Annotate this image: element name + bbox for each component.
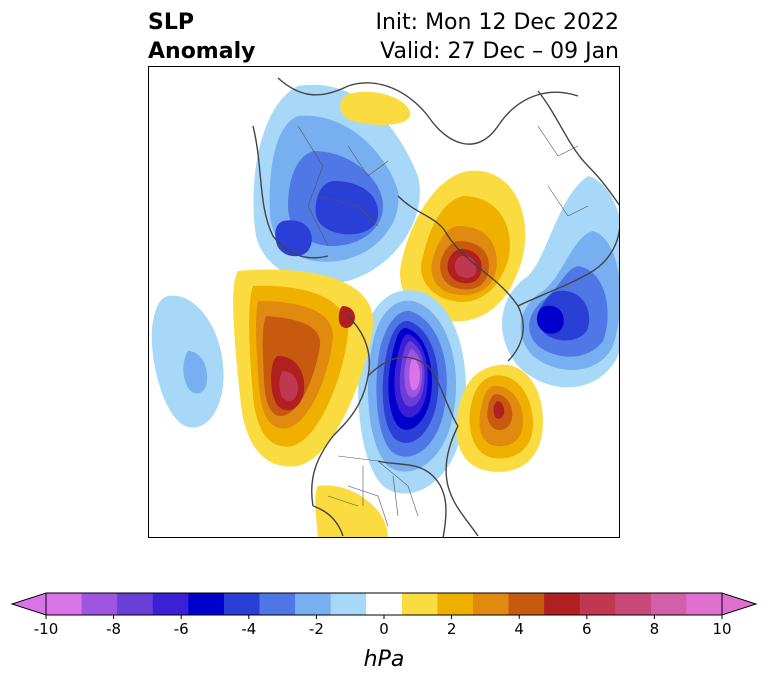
colorbar-segment [686,593,723,615]
colorbar-extend-min [10,592,47,616]
colorbar-segment [472,593,510,615]
title-left: SLP Anomaly [148,8,255,66]
colorbar-tick-label: 0 [379,620,389,638]
colorbar-segment [295,593,332,615]
title-right: Init: Mon 12 Dec 2022 Valid: 27 Dec – 09… [376,8,620,66]
anomaly-eurasia-negative [253,84,420,284]
init-date: Init: Mon 12 Dec 2022 [375,10,620,35]
colorbar-segment [117,593,154,615]
colorbar-tick-label: -8 [106,620,121,638]
colorbar-ticks: -10 -8 -6 -4 -2 0 2 4 6 8 10 [34,615,732,638]
colorbar-segment [223,593,260,615]
colorbar-segment [259,593,296,615]
colorbar-segment [188,593,225,615]
colorbar-tick-label: -6 [174,620,189,638]
colorbar-unit: hPa [364,647,405,672]
colorbar-segment [81,593,118,615]
colorbar-segment [401,593,438,615]
coastlines [252,77,620,538]
valid-range: Valid: 27 Dec – 09 Jan [380,39,619,64]
anomaly-canada-negative [358,290,466,494]
colorbar: -10 -8 -6 -4 -2 0 2 4 6 8 10 hPa [10,592,758,672]
title-variable: SLP [148,10,194,35]
map-panel [148,66,620,538]
colorbar-tick-label: 8 [650,620,660,638]
colorbar-tick-label: 6 [582,620,592,638]
colorbar-segment [579,593,616,615]
anomaly-europe-negative [502,176,620,388]
colorbar-extend-max [721,592,758,616]
colorbar-segment [366,593,403,615]
title-field: Anomaly [148,39,256,64]
anomaly-pacific-positive [233,269,374,467]
anomaly-atlantic-positive [456,364,543,472]
colorbar-segment [544,593,581,615]
anomaly-north-positive [340,91,411,125]
anomaly-pacific-negative [151,295,224,428]
country-borders [297,125,589,527]
colorbar-tick-label: 10 [712,620,731,638]
colorbar-tick-label: -2 [309,620,324,638]
colorbar-tick-label: -10 [34,620,59,638]
colorbar-segment [650,593,687,615]
colorbar-tick-label: 4 [514,620,524,638]
colorbar-segment [508,593,545,615]
colorbar-segment [152,593,189,615]
colorbar-segment [46,593,83,615]
colorbar-tick-label: -4 [241,620,256,638]
colorbar-tick-label: 2 [447,620,457,638]
anomaly-us-positive [315,485,388,538]
colorbar-segments [10,592,758,616]
colorbar-segment [330,593,367,615]
anomaly-arctic-positive [400,170,526,322]
colorbar-segment [615,593,652,615]
colorbar-segment [437,593,474,615]
